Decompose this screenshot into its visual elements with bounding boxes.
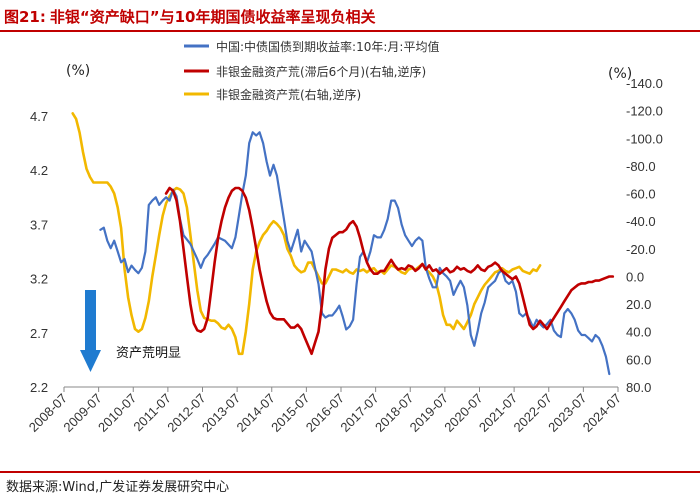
arrow-head: [80, 350, 101, 372]
series-line-asset: [71, 112, 542, 356]
source-note: 数据来源:Wind,广发证券发展研究中心: [6, 480, 230, 495]
title-rule: [0, 30, 700, 32]
left-tick-label: 4.7: [30, 109, 48, 124]
figure-title: 图21: 非银“资产缺口”与10年期国债收益率呈现负相关: [4, 2, 696, 30]
right-axis: 80.0 60.0 40.0 20.0 0.0 -20.0 -40.0 -60.0 -80.0 -…: [626, 76, 663, 395]
left-tick-label: 3.2: [30, 272, 48, 287]
right-axis-unit: (%): [608, 66, 632, 82]
right-tick-label: -140.0: [626, 76, 663, 91]
left-tick-label: 2.7: [30, 326, 48, 341]
left-tick-label: 4.2: [30, 163, 48, 178]
series-group: [71, 112, 615, 376]
right-tick-label: -80.0: [626, 159, 656, 174]
right-tick-label: -20.0: [626, 242, 656, 257]
legend-label-asset: 非银金融资产荒(右轴,逆序): [216, 87, 361, 102]
right-tick-label: 20.0: [626, 297, 651, 312]
right-tick-label: -100.0: [626, 131, 663, 146]
right-tick-label: -60.0: [626, 187, 656, 202]
arrow-shaft: [85, 290, 96, 352]
left-axis-unit: (%): [66, 63, 90, 79]
left-tick-label: 2.2: [30, 380, 48, 395]
annotation-text: 资产荒明显: [116, 346, 181, 361]
legend-label-lag: 非银金融资产荒(滞后6个月)(右轴,逆序): [216, 64, 426, 79]
x-tick-label: 2010-07: [95, 391, 139, 435]
annotation-arrow: [80, 290, 101, 372]
series-line-bond: [99, 131, 611, 376]
right-tick-label: -40.0: [626, 214, 656, 229]
footer-rule: [0, 471, 700, 473]
series-line-lag: [164, 186, 615, 356]
right-tick-label: 60.0: [626, 352, 651, 367]
figure-title-text: 非银“资产缺口”与10年期国债收益率呈现负相关: [49, 7, 376, 26]
x-axis: 2008-072009-072010-072011-072012-072013-…: [26, 387, 624, 435]
right-tick-label: 80.0: [626, 380, 651, 395]
chart-svg: (%) (%) 中国:中债国债到期收益率:10年:月:平均值 非银金融资产荒(滞…: [26, 39, 663, 435]
legend: 中国:中债国债到期收益率:10年:月:平均值 非银金融资产荒(滞后6个月)(右轴…: [184, 39, 439, 102]
figure-number: 图21:: [4, 7, 46, 26]
right-tick-label: 40.0: [626, 325, 651, 340]
left-axis: 2.2 2.7 3.2 3.7 4.2 4.7: [30, 109, 48, 395]
left-tick-label: 3.7: [30, 217, 48, 232]
right-tick-label: 0.0: [626, 269, 644, 284]
x-tick-label: 2024-07: [580, 391, 624, 435]
right-tick-label: -120.0: [626, 104, 663, 119]
legend-label-bond: 中国:中债国债到期收益率:10年:月:平均值: [216, 39, 439, 54]
